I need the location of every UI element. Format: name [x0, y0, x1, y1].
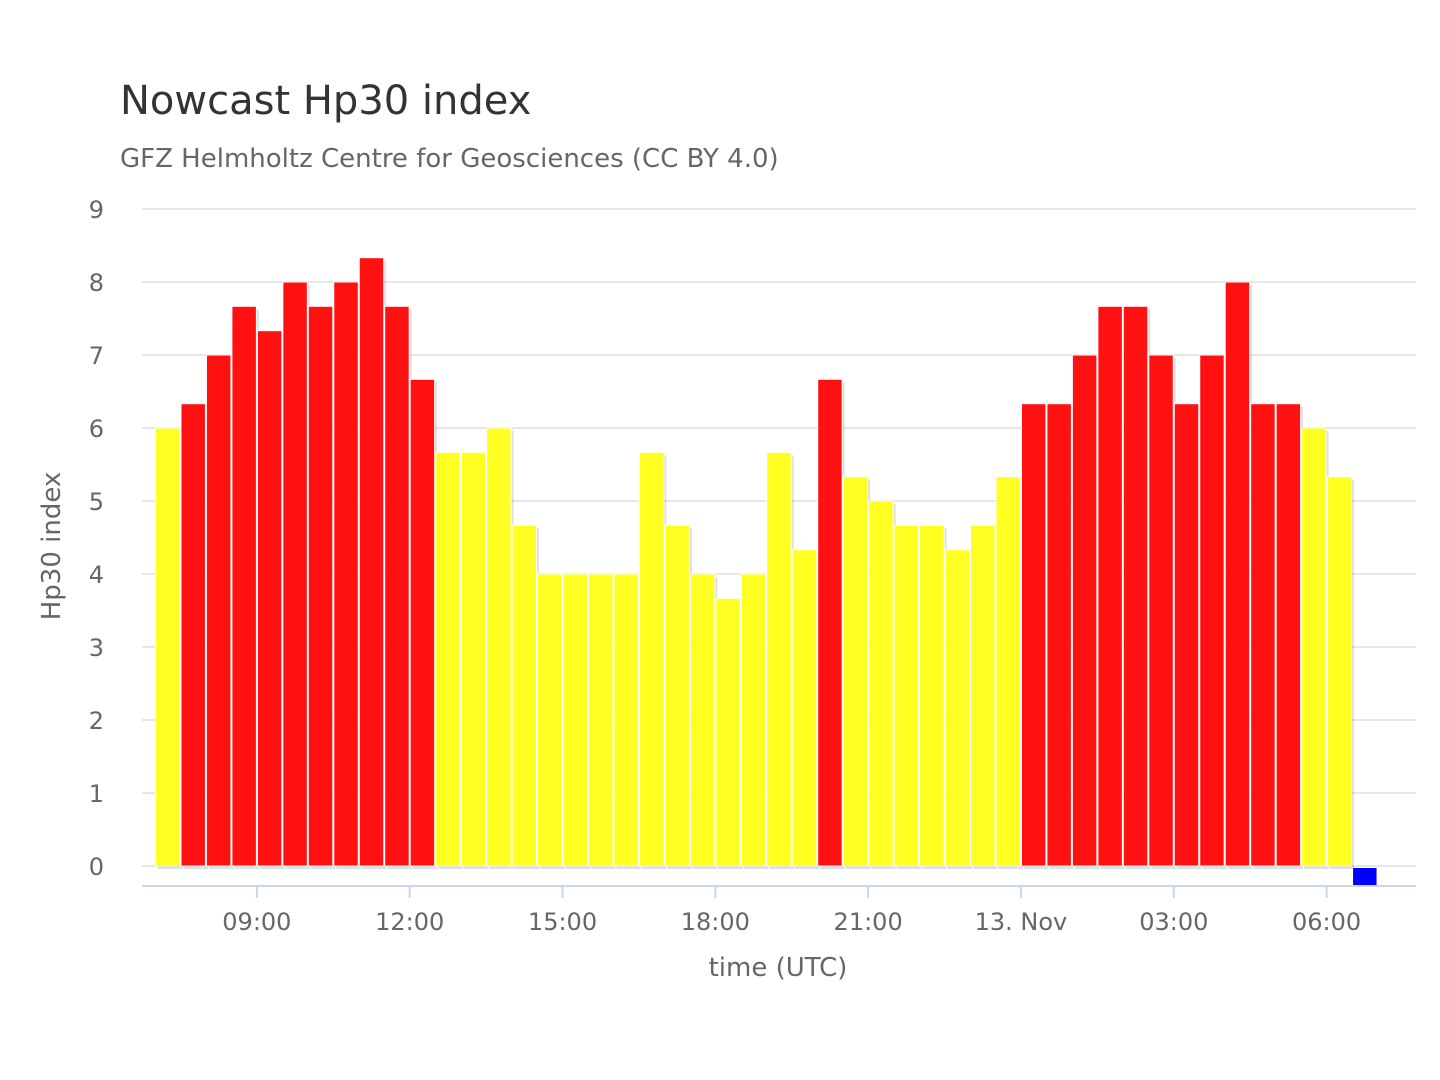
x-tick-label: 18:00	[681, 908, 750, 936]
data-bar	[715, 597, 741, 867]
data-bar	[1122, 305, 1149, 867]
data-bar	[944, 549, 971, 867]
data-bar	[155, 427, 181, 867]
data-bar	[384, 305, 410, 867]
data-bar	[307, 305, 334, 867]
data-bar	[791, 549, 818, 867]
y-tick-label: 8	[89, 269, 104, 297]
x-tick-label: 15:00	[528, 908, 597, 936]
data-bar	[1097, 305, 1123, 867]
data-bar	[970, 524, 996, 867]
data-bar	[613, 573, 639, 867]
x-tick-label: 09:00	[222, 908, 291, 936]
x-tick-label: 21:00	[834, 908, 903, 936]
data-bar	[689, 573, 716, 867]
x-tick-label: 03:00	[1139, 908, 1208, 936]
data-bar	[766, 451, 792, 867]
data-bar	[1173, 403, 1200, 867]
data-bar	[460, 451, 487, 867]
data-bar	[1224, 281, 1251, 867]
data-bar	[180, 403, 206, 867]
y-tick-label: 5	[89, 488, 104, 516]
data-bar	[358, 257, 385, 867]
data-bar	[333, 281, 359, 867]
data-bar	[1071, 354, 1098, 867]
x-tick-label: 06:00	[1292, 908, 1361, 936]
chart-subtitle: GFZ Helmholtz Centre for Geosciences (CC…	[120, 144, 779, 174]
data-bar	[868, 500, 894, 867]
y-tick-label: 1	[89, 780, 104, 808]
data-bar	[842, 476, 869, 867]
data-bar	[282, 281, 308, 867]
axis-layer: 09:00 12:00 15:00 18:00 21:00 13. Nov 03:00 06:…	[142, 885, 1416, 936]
data-bar	[409, 378, 436, 867]
data-bar	[231, 305, 257, 867]
data-bar	[1326, 476, 1353, 867]
data-bar	[435, 451, 461, 867]
data-bar	[740, 573, 767, 867]
y-tick-label: 9	[89, 196, 104, 224]
data-bar	[995, 476, 1021, 867]
y-tick-label: 0	[89, 853, 104, 881]
data-bar	[1275, 403, 1302, 867]
data-bar	[1353, 868, 1377, 886]
data-bar	[256, 330, 283, 867]
y-tick-label: 6	[89, 415, 104, 443]
y-tick-label: 7	[89, 342, 104, 370]
y-axis-title: Hp30 index	[37, 472, 67, 621]
data-bar	[587, 573, 614, 867]
data-bar	[817, 378, 843, 867]
x-tick-label: 12:00	[375, 908, 444, 936]
data-bar	[1148, 354, 1174, 867]
data-bar	[1250, 403, 1276, 867]
data-bar	[1020, 403, 1047, 867]
data-bar	[893, 524, 920, 867]
y-tick-label: 3	[89, 634, 104, 662]
data-bar	[664, 524, 690, 867]
data-bar	[205, 354, 232, 867]
data-bar	[1046, 403, 1072, 867]
data-bar	[1199, 354, 1225, 867]
data-bar	[1301, 427, 1327, 867]
data-bar	[919, 524, 945, 867]
y-tick-label: 4	[89, 561, 104, 589]
data-bar	[537, 573, 563, 867]
data-bar	[511, 524, 538, 867]
chart-title: Nowcast Hp30 index	[120, 78, 532, 124]
data-bar	[486, 427, 512, 867]
data-bar	[562, 573, 588, 867]
y-tick-label: 2	[89, 707, 104, 735]
x-tick-label: 13. Nov	[975, 908, 1068, 936]
x-axis-title: time (UTC)	[709, 953, 848, 983]
bar-layer	[155, 257, 1377, 886]
data-bar	[638, 451, 665, 867]
